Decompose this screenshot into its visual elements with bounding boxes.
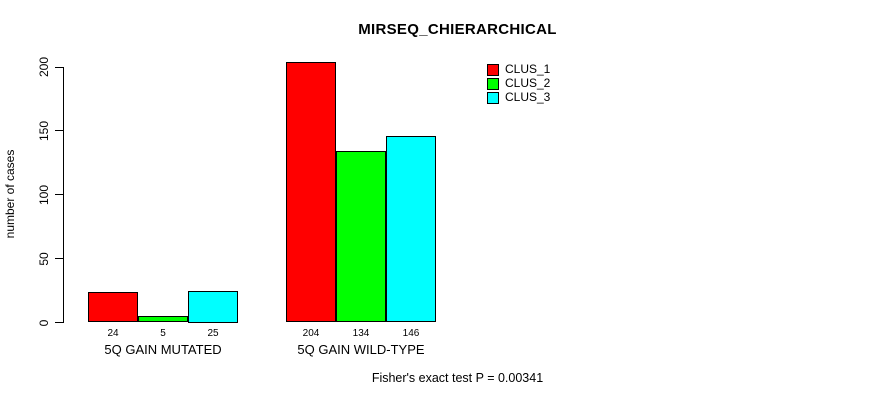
legend: CLUS_1 CLUS_2 CLUS_3 <box>487 63 550 105</box>
legend-row-clus_3: CLUS_3 <box>487 91 550 104</box>
y-tick-label: 150 <box>37 120 51 141</box>
bar-clus_2-1 <box>138 316 188 323</box>
y-axis-line <box>63 67 64 323</box>
legend-label: CLUS_1 <box>505 62 551 76</box>
legend-label: CLUS_2 <box>505 76 551 90</box>
x-group-label: 5Q GAIN MUTATED <box>104 342 222 357</box>
bar-value-label: 204 <box>302 328 320 339</box>
chart-title: MIRSEQ_CHIERARCHICAL <box>358 21 557 38</box>
legend-row-clus_1: CLUS_1 <box>487 63 550 76</box>
y-tick-label: 0 <box>37 319 51 326</box>
y-tick <box>55 258 63 260</box>
y-tick <box>55 66 63 68</box>
bar-value-label: 134 <box>352 328 370 339</box>
bar-clus_1-2 <box>286 61 336 323</box>
legend-swatch-icon <box>487 77 499 90</box>
bar-clus_2-2 <box>336 151 386 323</box>
legend-swatch-icon <box>487 91 499 104</box>
bar-value-label: 146 <box>402 328 420 339</box>
y-tick <box>55 130 63 132</box>
bar-value-label: 24 <box>107 328 119 339</box>
y-tick-label: 200 <box>37 56 51 78</box>
legend-swatch-icon <box>487 63 499 76</box>
y-tick-label: 50 <box>37 251 51 266</box>
legend-label: CLUS_3 <box>505 90 551 104</box>
bar-clus_3-1 <box>188 290 238 323</box>
y-tick-label: 100 <box>37 184 51 205</box>
y-tick <box>55 322 63 323</box>
y-axis-label: number of cases <box>3 149 17 239</box>
bar-clus_3-2 <box>386 135 436 323</box>
bar-value-label: 5 <box>160 328 166 339</box>
bar-value-label: 25 <box>207 328 219 339</box>
y-tick <box>55 194 63 196</box>
footer-stat-text: Fisher's exact test P = 0.00341 <box>371 371 544 385</box>
bar-clus_1-1 <box>88 291 138 323</box>
legend-row-clus_2: CLUS_2 <box>487 77 550 90</box>
x-group-label: 5Q GAIN WILD-TYPE <box>297 342 425 357</box>
